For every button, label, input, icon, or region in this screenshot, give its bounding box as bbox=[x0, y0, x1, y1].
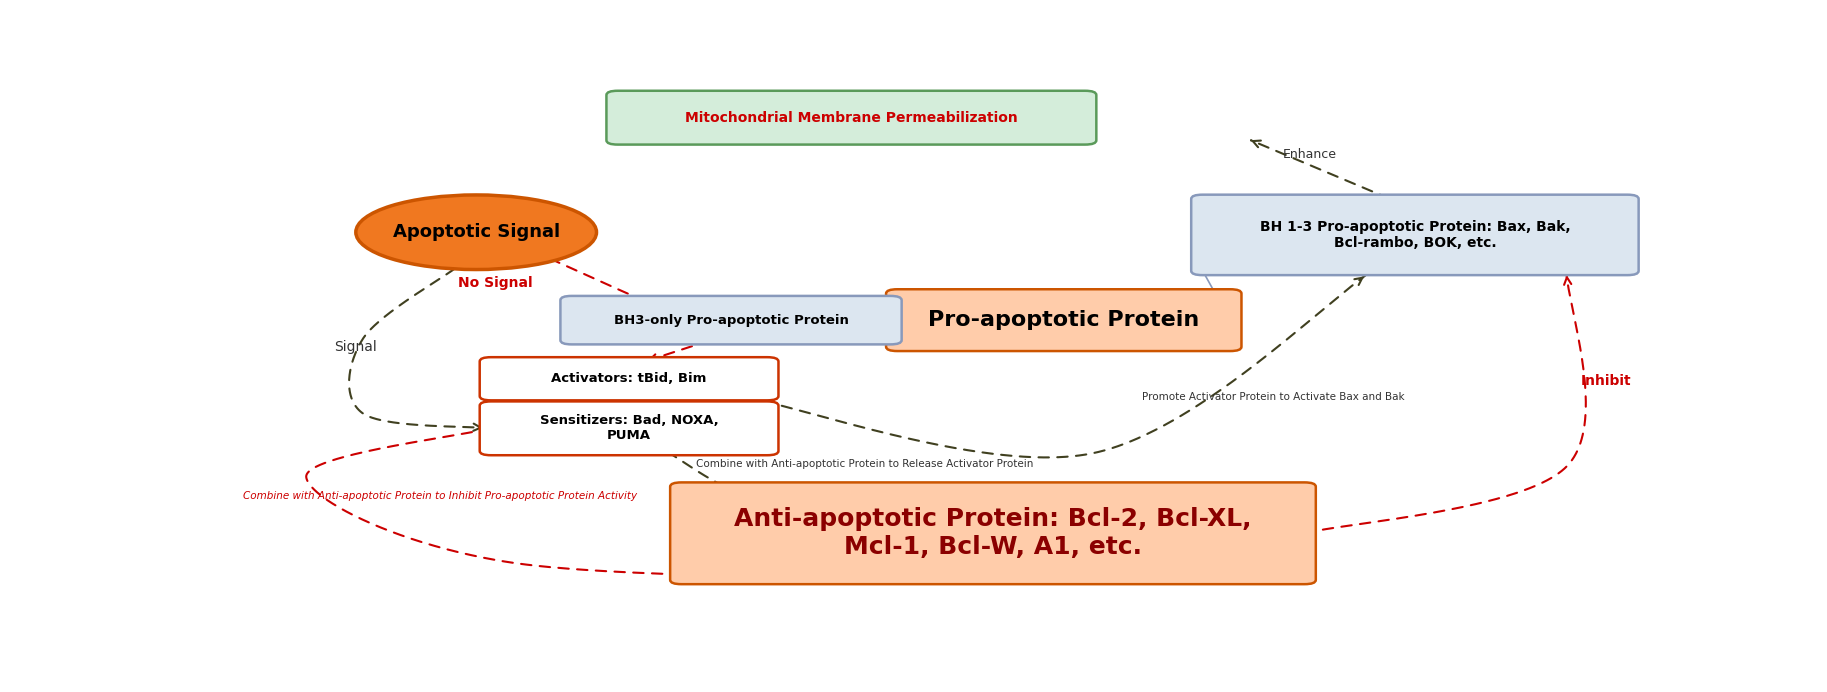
Text: BH 1-3 Pro-apoptotic Protein: Bax, Bak,
Bcl-rambo, BOK, etc.: BH 1-3 Pro-apoptotic Protein: Bax, Bak, … bbox=[1259, 220, 1569, 250]
Text: Activators: tBid, Bim: Activators: tBid, Bim bbox=[552, 372, 707, 385]
Text: Mitochondrial Membrane Permeabilization: Mitochondrial Membrane Permeabilization bbox=[685, 111, 1018, 125]
Text: BH3-only Pro-apoptotic Protein: BH3-only Pro-apoptotic Protein bbox=[614, 313, 848, 327]
Text: Inhibit: Inhibit bbox=[1580, 374, 1632, 388]
Text: No Signal: No Signal bbox=[459, 276, 533, 290]
Text: Apoptotic Signal: Apoptotic Signal bbox=[393, 224, 559, 242]
Ellipse shape bbox=[356, 195, 596, 270]
Text: Enhance: Enhance bbox=[1283, 149, 1337, 161]
Text: Combine with Anti-apoptotic Protein to Release Activator Protein: Combine with Anti-apoptotic Protein to R… bbox=[696, 459, 1032, 469]
FancyBboxPatch shape bbox=[671, 482, 1315, 584]
Text: Anti-apoptotic Protein: Bcl-2, Bcl-XL,
Mcl-1, Bcl-W, A1, etc.: Anti-apoptotic Protein: Bcl-2, Bcl-XL, M… bbox=[734, 507, 1251, 559]
FancyBboxPatch shape bbox=[607, 91, 1096, 145]
Text: Signal: Signal bbox=[334, 340, 378, 354]
FancyBboxPatch shape bbox=[481, 357, 778, 401]
FancyBboxPatch shape bbox=[886, 289, 1242, 351]
FancyBboxPatch shape bbox=[1191, 194, 1639, 275]
FancyBboxPatch shape bbox=[561, 296, 903, 345]
FancyBboxPatch shape bbox=[481, 401, 778, 455]
Text: Sensitizers: Bad, NOXA,
PUMA: Sensitizers: Bad, NOXA, PUMA bbox=[539, 415, 718, 442]
Text: Promote Activator Protein to Activate Bax and Bak: Promote Activator Protein to Activate Ba… bbox=[1142, 392, 1405, 403]
Text: Combine with Anti-apoptotic Protein to Inhibit Pro-apoptotic Protein Activity: Combine with Anti-apoptotic Protein to I… bbox=[243, 491, 636, 501]
Text: Pro-apoptotic Protein: Pro-apoptotic Protein bbox=[928, 310, 1199, 330]
